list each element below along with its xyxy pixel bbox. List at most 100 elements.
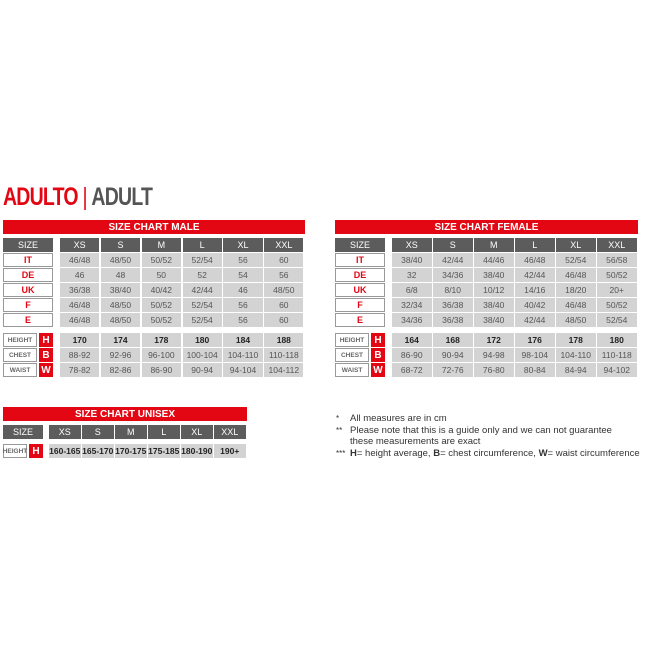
size-cell: 60 <box>264 298 304 312</box>
measure-cell: 104-110 <box>223 348 263 362</box>
size-column-xs: XS <box>49 425 81 439</box>
size-cell: 8/10 <box>433 283 473 297</box>
size-column-s: S <box>100 238 141 252</box>
size-cell: 38/40 <box>100 283 141 297</box>
size-cell: 38/40 <box>474 268 514 282</box>
size-cell: 46/48 <box>60 313 100 327</box>
measure-cell: 100-104 <box>182 348 222 362</box>
size-cell: 46/48 <box>60 298 100 312</box>
measure-cell: 170 <box>60 333 100 347</box>
measure-cell: 165-170 <box>82 444 114 458</box>
measure-cell: 174 <box>100 333 141 347</box>
note-marker: ** <box>336 425 343 435</box>
notes: * All measures are in cm ** Please note th… <box>336 413 640 459</box>
size-cell: 6/8 <box>392 283 432 297</box>
size-cell: 50 <box>141 268 181 282</box>
country-label-de: DE <box>335 268 385 282</box>
measure-cell: 84-94 <box>556 363 596 377</box>
country-label-e: E <box>3 313 53 327</box>
size-cell: 50/52 <box>141 298 181 312</box>
country-label-uk: UK <box>335 283 385 297</box>
size-cell: 52/54 <box>182 313 222 327</box>
measure-cell: 78-82 <box>60 363 100 377</box>
measure-cell: 94-98 <box>474 348 514 362</box>
note-marker: * <box>336 414 340 423</box>
size-column-xxl: XXL <box>597 238 637 252</box>
size-cell: 56 <box>223 298 263 312</box>
country-label-de: DE <box>3 268 53 282</box>
size-cell: 18/20 <box>556 283 596 297</box>
size-cell: 32/34 <box>392 298 432 312</box>
title-adulto: ADULTO <box>3 183 79 211</box>
note-desc: = chest circumference, <box>440 447 539 459</box>
size-cell: 56/58 <box>597 253 637 267</box>
measure-cell: 110-118 <box>597 348 637 362</box>
measure-cell: 178 <box>141 333 181 347</box>
note-desc: = height average, <box>356 447 434 459</box>
size-cell: 38/40 <box>474 298 514 312</box>
size-column-xl: XL <box>223 238 263 252</box>
size-cell: 38/40 <box>392 253 432 267</box>
size-cell: 40/42 <box>515 298 555 312</box>
country-label-it: IT <box>335 253 385 267</box>
size-column-xs: XS <box>392 238 432 252</box>
measure-label-height: HEIGHT <box>335 333 369 347</box>
size-column-xl: XL <box>181 425 213 439</box>
measure-label-chest: CHEST <box>3 348 37 362</box>
measure-cell: 180 <box>182 333 222 347</box>
measure-cell: 92-96 <box>100 348 141 362</box>
size-cell: 52/54 <box>182 253 222 267</box>
measure-cell: 172 <box>474 333 514 347</box>
note-3: *** H= height average, B= chest circumfe… <box>336 448 640 460</box>
size-column-m: M <box>141 238 181 252</box>
note-text: All measures are in cm <box>350 413 447 424</box>
size-cell: 54 <box>223 268 263 282</box>
country-label-it: IT <box>3 253 53 267</box>
size-cell: 46/48 <box>556 268 596 282</box>
size-column-s: S <box>82 425 114 439</box>
note-2: ** Please note that this is a guide only … <box>336 425 640 448</box>
measure-cell: 180 <box>597 333 637 347</box>
size-cell: 50/52 <box>141 313 181 327</box>
size-column-m: M <box>474 238 514 252</box>
measure-cell: 72-76 <box>433 363 473 377</box>
size-cell: 48/50 <box>100 298 141 312</box>
note-key: H <box>350 447 357 459</box>
note-key: B <box>433 447 441 459</box>
size-cell: 48/50 <box>556 313 596 327</box>
size-header: SIZE <box>3 238 53 252</box>
measure-cell: 188 <box>264 333 304 347</box>
measure-cell: 94-102 <box>597 363 637 377</box>
size-cell: 50/52 <box>597 268 637 282</box>
measure-cell: 88-92 <box>60 348 100 362</box>
measure-letter-h: H <box>39 333 53 347</box>
size-column-m: M <box>115 425 147 439</box>
country-label-f: F <box>335 298 385 312</box>
title-separator: | <box>82 183 87 211</box>
measure-cell: 104-110 <box>556 348 596 362</box>
size-cell: 48/50 <box>100 313 141 327</box>
size-column-l: L <box>148 425 180 439</box>
size-cell: 44/46 <box>474 253 514 267</box>
size-cell: 10/12 <box>474 283 514 297</box>
size-column-s: S <box>433 238 473 252</box>
country-label-e: E <box>335 313 385 327</box>
note-text: H= height average, B= chest circumferenc… <box>350 448 640 460</box>
size-cell: 52/54 <box>182 298 222 312</box>
measure-cell: 104-112 <box>264 363 304 377</box>
size-column-l: L <box>515 238 555 252</box>
measure-cell: 164 <box>392 333 432 347</box>
note-1: * All measures are in cm <box>336 413 640 425</box>
size-cell: 42/44 <box>515 268 555 282</box>
size-column-xl: XL <box>556 238 596 252</box>
size-cell: 14/16 <box>515 283 555 297</box>
size-cell: 46/48 <box>556 298 596 312</box>
measure-cell: 86-90 <box>392 348 432 362</box>
size-cell: 38/40 <box>474 313 514 327</box>
measure-cell: 76-80 <box>474 363 514 377</box>
measure-label-waist: WAIST <box>335 363 369 377</box>
size-cell: 56 <box>223 313 263 327</box>
size-cell: 50/52 <box>141 253 181 267</box>
size-cell: 48/50 <box>100 253 141 267</box>
size-cell: 20+ <box>597 283 637 297</box>
